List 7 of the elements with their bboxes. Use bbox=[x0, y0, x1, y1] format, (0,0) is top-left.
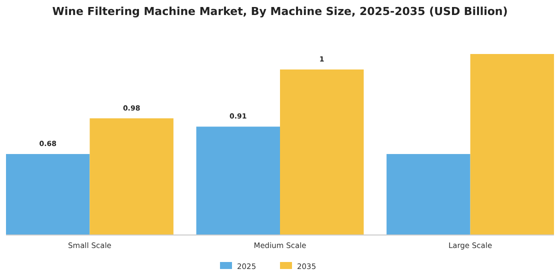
bar bbox=[6, 154, 90, 235]
bar bbox=[196, 126, 280, 235]
bar bbox=[470, 54, 554, 235]
bar bbox=[90, 118, 174, 235]
bar bbox=[280, 69, 364, 235]
chart-title: Wine Filtering Machine Market, By Machine Size, 2025-2035 (USD Billion) bbox=[52, 5, 508, 18]
bar bbox=[386, 154, 470, 235]
